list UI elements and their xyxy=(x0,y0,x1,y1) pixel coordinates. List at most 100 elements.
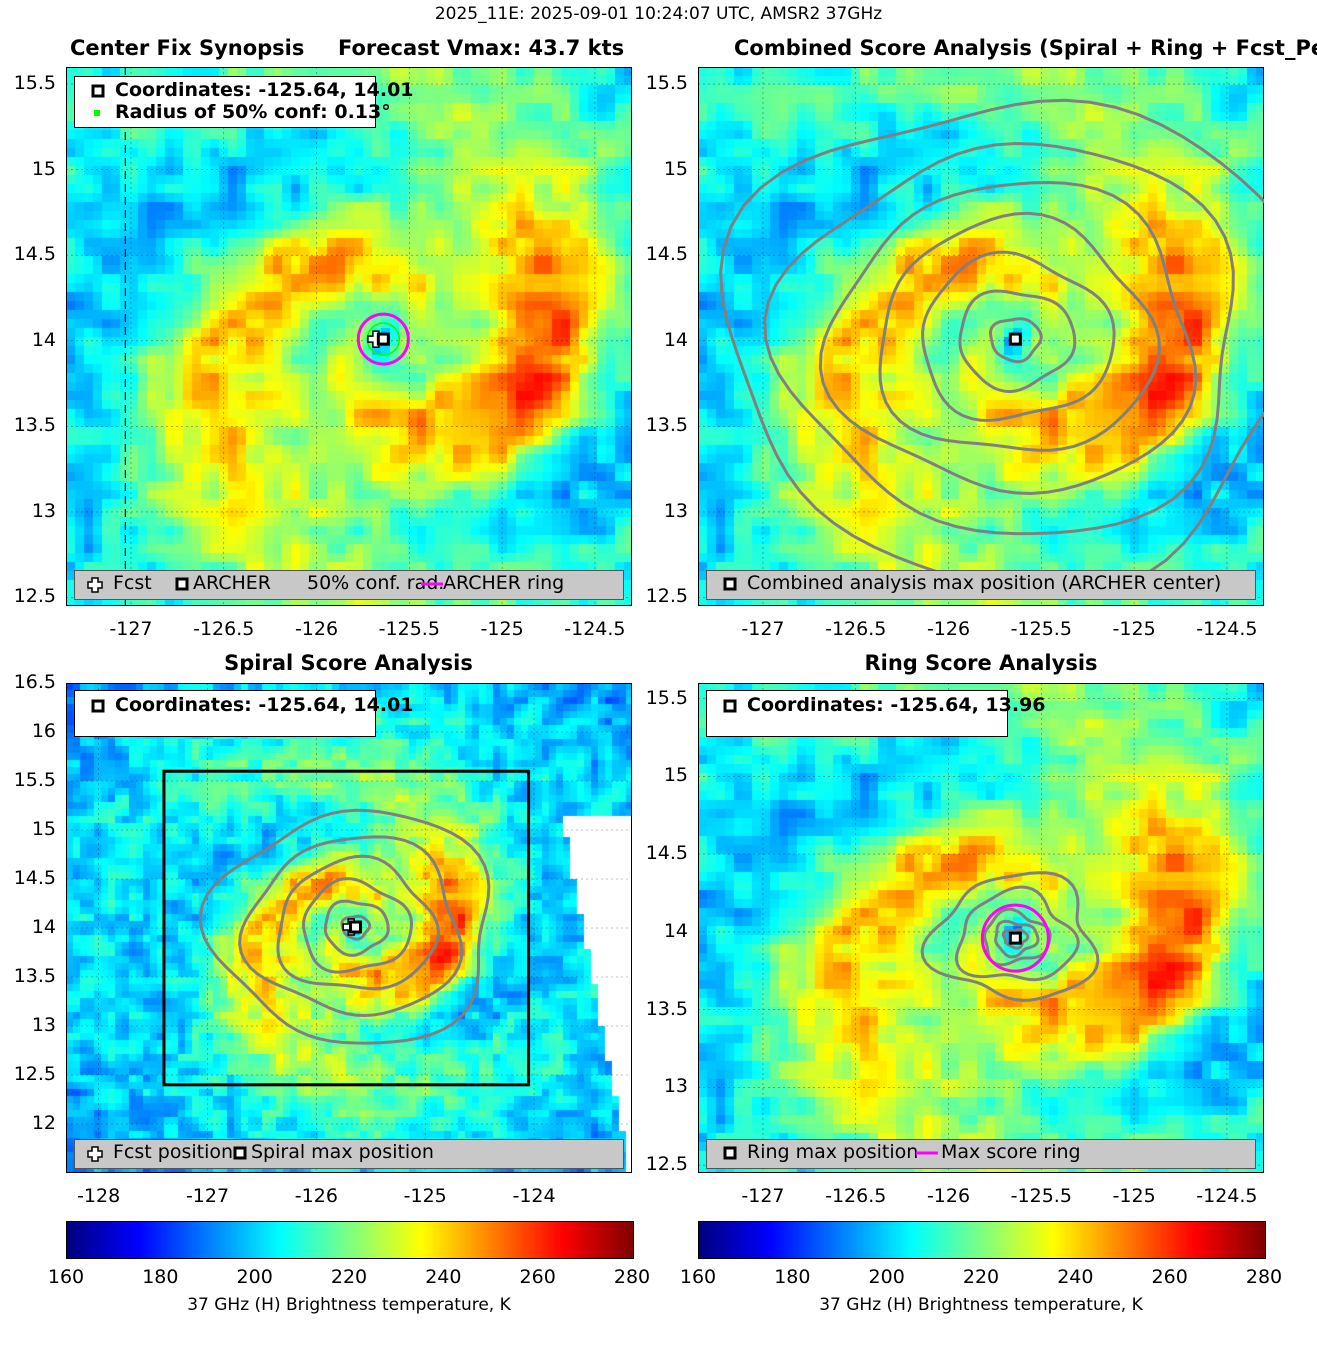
ring-max-marker xyxy=(1008,931,1022,945)
colorbar-left xyxy=(66,1221,634,1259)
combined-score-contour xyxy=(878,211,1162,452)
ring-score-contour xyxy=(1001,928,1030,950)
panel-tl-heatmap xyxy=(66,67,632,606)
xtick-label: -125.5 xyxy=(378,618,440,640)
archer-marker xyxy=(376,332,390,346)
colorbar-right-label: 37 GHz (H) Brightness temperature, K xyxy=(819,1295,1143,1315)
legend-archer-label: ARCHER xyxy=(193,572,272,594)
spiral-max-marker xyxy=(349,920,363,934)
ytick-label: 12.5 xyxy=(645,585,688,608)
ytick-label: 14.5 xyxy=(13,867,56,889)
axes-frame xyxy=(698,67,1264,606)
combined-score-contour xyxy=(988,317,1043,364)
spiral-score-contour xyxy=(198,808,491,1045)
ytick-label: 15.5 xyxy=(645,72,688,95)
panel-tl-title: Center Fix Synopsis xyxy=(70,36,305,60)
colorbar-tick-label: 160 xyxy=(47,1266,85,1288)
panel-tl-coordinates: Coordinates: -125.64, 14.01 xyxy=(115,79,414,101)
ytick-label: 13.5 xyxy=(13,965,56,987)
ring-score-contour xyxy=(994,919,1040,959)
panel-tr-title: Combined Score Analysis (Spiral + Ring +… xyxy=(734,36,1317,60)
square-marker-icon xyxy=(723,577,737,591)
xtick-label: -126.5 xyxy=(825,618,887,640)
plus-marker-icon xyxy=(87,577,103,593)
square-marker-icon xyxy=(175,577,189,591)
spiral-score-contour xyxy=(276,854,440,991)
xtick-label: -126 xyxy=(294,618,339,640)
colorbar-tick-label: 280 xyxy=(1245,1266,1283,1288)
panel-br-coordinates: Coordinates: -125.64, 13.96 xyxy=(747,694,1046,716)
combined-score-contour xyxy=(763,141,1235,536)
archer-ring xyxy=(356,312,410,366)
combined-score-contour xyxy=(958,289,1077,394)
xtick-label: -125 xyxy=(1112,618,1156,640)
ytick-label: 15 xyxy=(663,157,688,180)
xtick-label: -125 xyxy=(480,618,524,640)
panel-tl-radius: Radius of 50% conf: 0.13° xyxy=(115,101,391,123)
xtick-label: -125.5 xyxy=(1010,1185,1072,1207)
ytick-label: 15 xyxy=(31,157,56,180)
max-score-ring xyxy=(980,903,1050,973)
colorbar-tick-label: 180 xyxy=(142,1266,179,1288)
colorbar-tick-label: 240 xyxy=(425,1266,462,1288)
ytick-label: 16.5 xyxy=(13,671,56,693)
ytick-label: 16 xyxy=(31,720,56,742)
xtick-label: -125 xyxy=(403,1185,447,1207)
xtick-label: -124.5 xyxy=(564,618,626,640)
search-box xyxy=(162,769,531,1087)
colorbar-tick-label: 260 xyxy=(1151,1266,1188,1288)
xtick-label: -127 xyxy=(185,1185,230,1207)
panel-tr-legend: Combined analysis max position (ARCHER c… xyxy=(706,570,1256,600)
colorbar-tick-label: 180 xyxy=(774,1266,811,1288)
colorbar-tick-label: 200 xyxy=(236,1266,273,1288)
axes-frame xyxy=(66,67,632,606)
spiral-score-contour xyxy=(238,835,464,1018)
xtick-label: -127 xyxy=(741,1185,785,1207)
xtick-label: -126.5 xyxy=(825,1185,887,1207)
xtick-label: -124 xyxy=(512,1185,556,1207)
axes-frame xyxy=(698,683,1264,1173)
ytick-label: 15 xyxy=(31,818,56,840)
ytick-label: 14.5 xyxy=(645,243,688,266)
xtick-label: -128 xyxy=(77,1185,121,1207)
legend-ring-label: ARCHER ring xyxy=(443,572,565,594)
panel-tl-legend: Fcst ARCHER 50% conf. rad. ARCHER ring xyxy=(74,570,624,600)
colorbar-right xyxy=(698,1221,1266,1259)
xtick-label: -124.5 xyxy=(1196,618,1258,640)
colorbar-tick-label: 260 xyxy=(519,1266,556,1288)
ytick-label: 12 xyxy=(31,1112,56,1134)
plus-marker-icon xyxy=(87,1146,103,1162)
panel-tr-heatmap xyxy=(698,67,1264,606)
panel-tl-overlay xyxy=(66,67,632,606)
panel-tl-coord-box: Coordinates: -125.64, 14.01 Radius of 50… xyxy=(74,76,414,128)
ytick-label: 13.5 xyxy=(13,414,56,437)
spiral-score-contour xyxy=(323,899,390,957)
green-dot-icon xyxy=(94,110,100,116)
panel-br-heatmap xyxy=(698,683,1264,1173)
ring-score-contour xyxy=(983,907,1052,967)
combined-score-contour xyxy=(719,98,1264,598)
magenta-line-icon xyxy=(916,1151,938,1155)
xtick-label: -125 xyxy=(1112,1185,1156,1207)
panel-br-coord-box: Coordinates: -125.64, 13.96 xyxy=(706,690,1046,737)
colorbar-tick-label: 240 xyxy=(1057,1266,1094,1288)
ytick-label: 13.5 xyxy=(645,997,688,1020)
xtick-label: -126.5 xyxy=(193,618,255,640)
panel-bl-legend: Fcst position Spiral max position xyxy=(74,1139,624,1169)
ytick-label: 15.5 xyxy=(13,72,56,95)
panel-tl-vmax-title: Forecast Vmax: 43.7 kts xyxy=(338,36,625,60)
square-marker-icon xyxy=(91,699,105,713)
ytick-label: 14 xyxy=(31,916,56,938)
colorbar-tick-label: 160 xyxy=(679,1266,717,1288)
ytick-label: 14.5 xyxy=(13,243,56,266)
colorbar-tick-label: 220 xyxy=(330,1266,368,1288)
colorbar-tick-label: 280 xyxy=(613,1266,651,1288)
combined-max-marker xyxy=(1008,332,1022,346)
xtick-label: -126 xyxy=(294,1185,338,1207)
ytick-label: 13 xyxy=(31,1014,56,1036)
legend-max-score-ring-label: Max score ring xyxy=(941,1141,1081,1163)
xtick-label: -127 xyxy=(109,618,153,640)
panel-bl-title: Spiral Score Analysis xyxy=(224,651,473,675)
square-marker-icon xyxy=(723,699,737,713)
